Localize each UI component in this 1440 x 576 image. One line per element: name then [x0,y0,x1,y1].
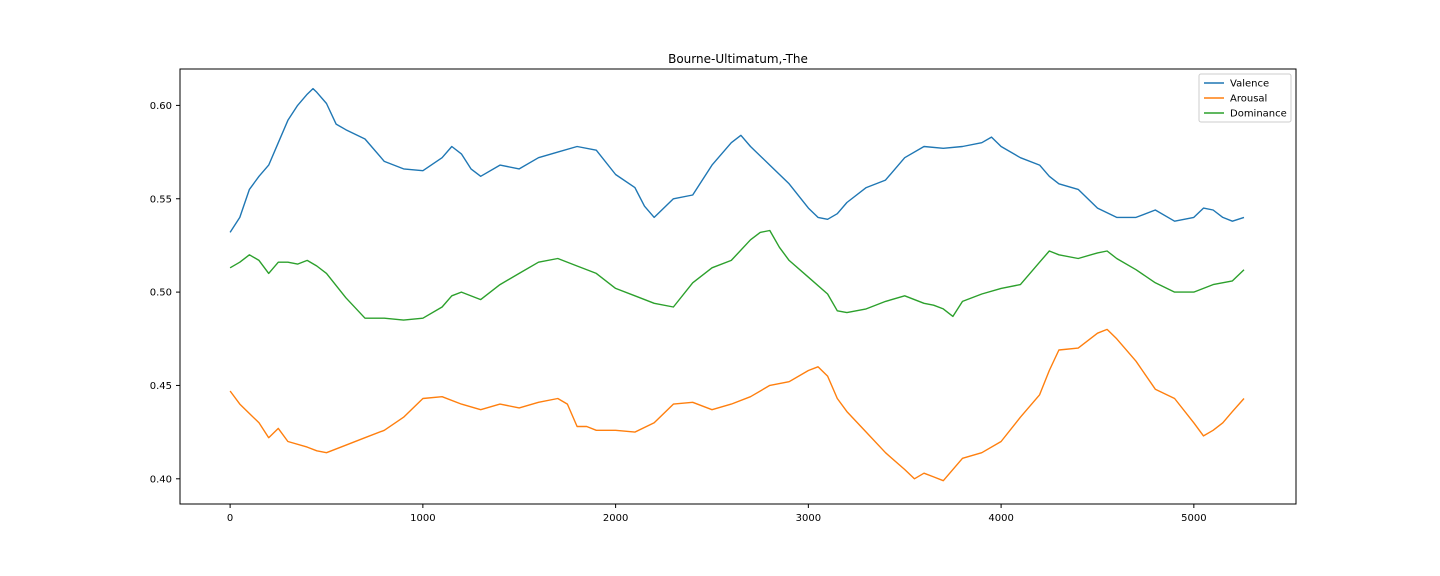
plot-area-frame [179,68,1297,505]
legend-label-valence: Valence [1230,79,1269,90]
x-tick-label: 5000 [1181,513,1206,524]
series-layer [229,87,1245,482]
series-line-valence [229,87,1245,233]
x-tick-label: 2000 [603,513,628,524]
y-tick-label: 0.55 [150,194,172,205]
legend-label-arousal: Arousal [1230,94,1267,105]
legend-box [1198,73,1292,123]
x-tick-label: 4000 [988,513,1013,524]
chart-title: Bourne-Ultimatum,-The [668,52,808,66]
legend-label-dominance: Dominance [1230,109,1287,120]
y-tick-label: 0.50 [150,288,172,299]
legend: Valence Arousal Dominance [1198,73,1292,123]
y-axis: 0.40 0.45 0.50 0.55 0.60 [150,101,180,485]
x-axis: 0 1000 2000 3000 4000 5000 [227,504,1207,524]
y-tick-label: 0.40 [150,474,172,485]
x-tick-label: 0 [227,513,233,524]
series-line-dominance [229,229,1245,321]
y-tick-label: 0.45 [150,381,172,392]
x-tick-label: 1000 [410,513,435,524]
y-tick-label: 0.60 [150,101,172,112]
series-line-arousal [229,328,1245,482]
x-tick-label: 3000 [796,513,821,524]
